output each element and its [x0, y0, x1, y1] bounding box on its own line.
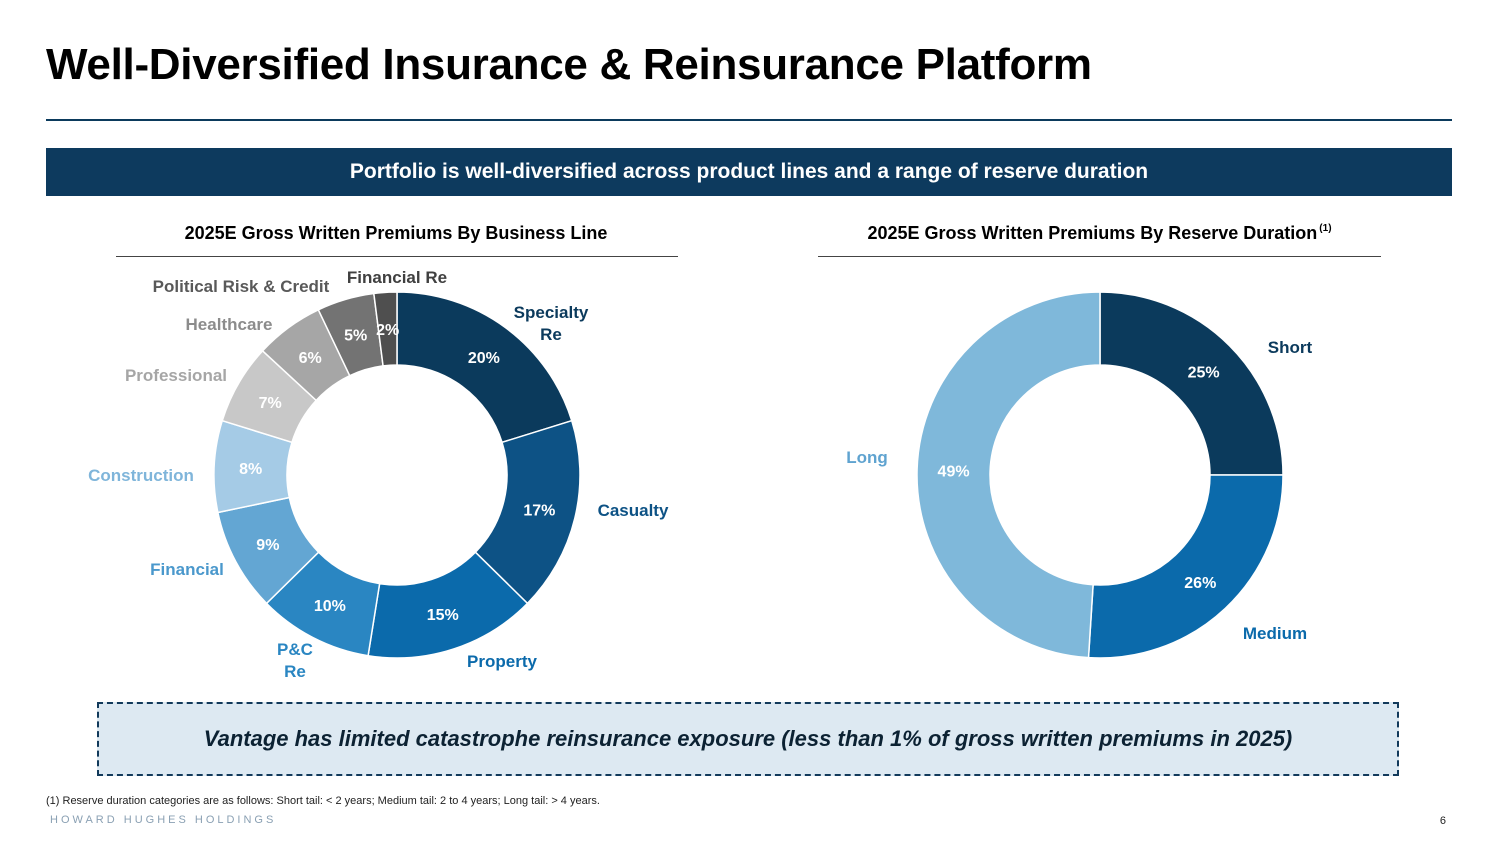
slice-specialty-re: [396, 291, 573, 444]
value-label-healthcare: 6%: [299, 350, 322, 367]
category-label-political-risk-and-credit: Political Risk & Credit: [153, 277, 330, 296]
value-label-financial-re: 2%: [376, 322, 399, 339]
value-label-pandc-re: 10%: [314, 598, 346, 615]
category-label-property: Property: [467, 652, 537, 671]
value-label-professional: 7%: [259, 395, 282, 412]
value-label-specialty-re: 20%: [468, 350, 500, 367]
value-label-long: 49%: [938, 463, 970, 480]
chart-title-rule-business-line: [116, 256, 678, 257]
footnote-marker: (1): [1319, 223, 1332, 234]
category-label-professional: Professional: [125, 366, 227, 385]
category-label-long: Long: [846, 448, 888, 467]
value-label-medium: 26%: [1184, 575, 1216, 592]
slice-short: [1099, 291, 1284, 476]
category-label-healthcare: Healthcare: [186, 315, 273, 334]
slice-financial-re: [372, 291, 398, 367]
chart-title-reserve-duration: 2025E Gross Written Premiums By Reserve …: [867, 223, 1332, 243]
value-label-casualty: 17%: [523, 503, 555, 520]
page-title: Well-Diversified Insurance & Reinsurance…: [46, 40, 1092, 89]
page-number: 6: [1439, 815, 1446, 827]
category-label-medium: Medium: [1243, 624, 1307, 643]
donut-chart-business-line: 20% Specialty Re 17% Casualty 15% Property 10% P…: [88, 268, 669, 681]
value-label-financial: 9%: [256, 537, 279, 554]
category-label-short: Short: [1268, 338, 1313, 357]
donut-chart-reserve-duration: 25% Short 26% Medium 49% Long: [846, 291, 1313, 659]
title-divider: [46, 119, 1452, 121]
chart-title-business-line: 2025E Gross Written Premiums By Business…: [184, 223, 608, 243]
footnote: (1) Reserve duration categories are as f…: [46, 795, 600, 807]
category-label-financial-re: Financial Re: [347, 268, 447, 287]
category-label-pandc-re: P&C Re: [277, 640, 313, 681]
value-label-political-risk-and-credit: 5%: [344, 327, 367, 344]
value-label-short: 25%: [1188, 364, 1220, 381]
category-label-casualty: Casualty: [598, 501, 669, 520]
category-label-specialty-re: Specialty Re: [514, 303, 589, 344]
value-label-construction: 8%: [239, 461, 262, 478]
summary-banner: Portfolio is well-diversified across pro…: [46, 148, 1452, 196]
category-label-construction: Construction: [88, 466, 194, 485]
catastrophe-exposure-callout: Vantage has limited catastrophe reinsura…: [97, 702, 1399, 776]
slice-medium: [1087, 474, 1284, 659]
value-label-property: 15%: [427, 607, 459, 624]
company-name: HOWARD HUGHES HOLDINGS: [50, 814, 277, 826]
chart-title-rule-reserve-duration: [818, 256, 1381, 257]
category-label-financial: Financial: [150, 560, 224, 579]
slice-long: [916, 291, 1101, 659]
